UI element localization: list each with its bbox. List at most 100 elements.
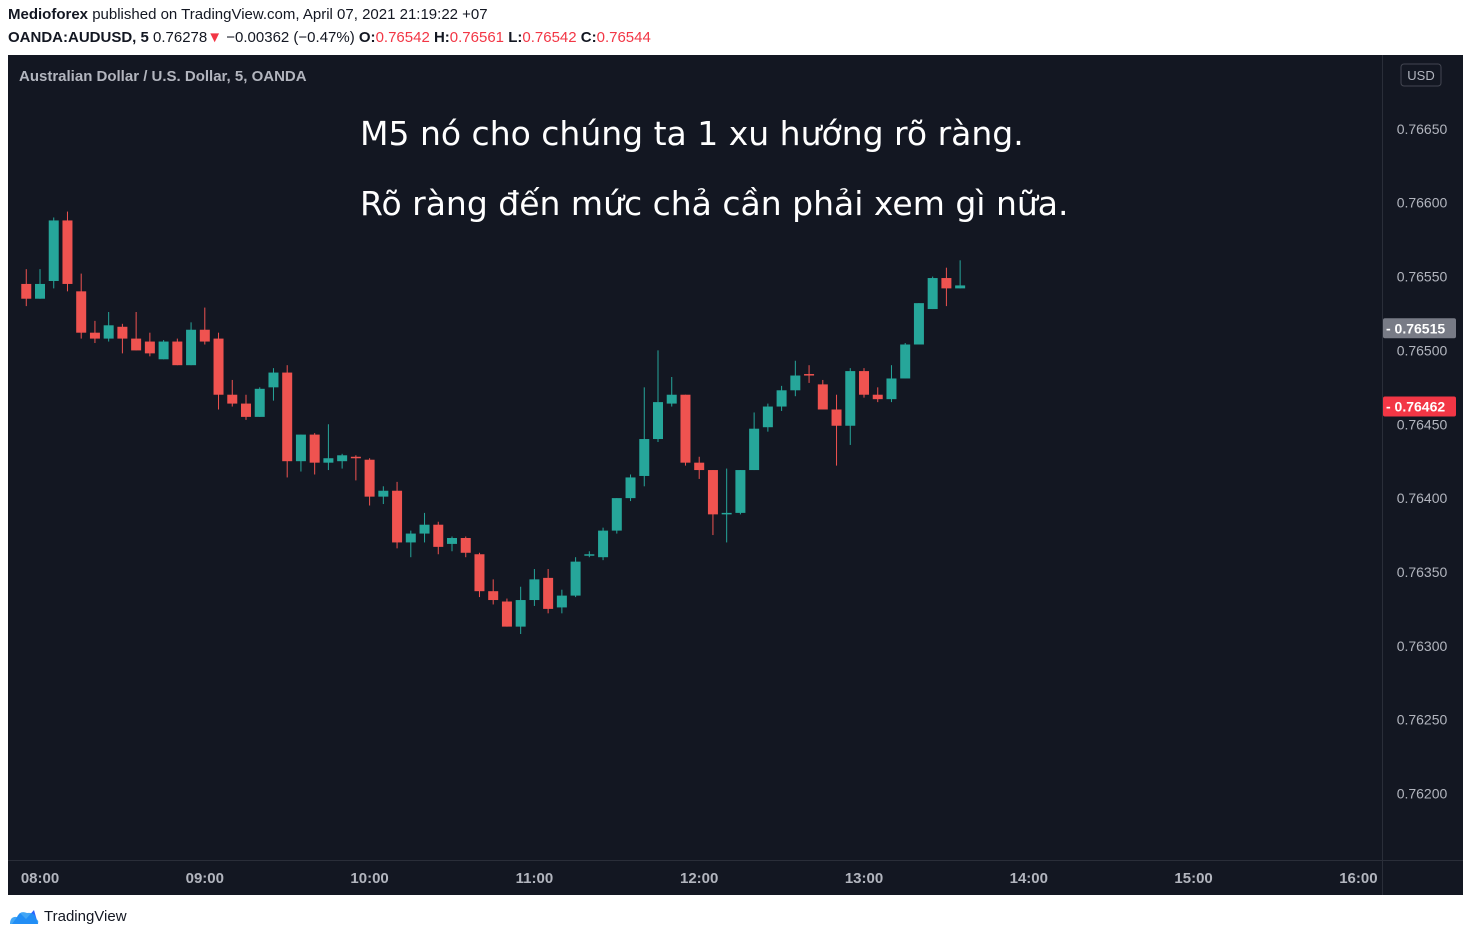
symbol-name: OANDA:AUDUSD, 5 — [8, 29, 149, 46]
candle-body — [76, 291, 87, 333]
candle-body — [776, 390, 787, 407]
y-tick-label: 0.76200 — [1397, 786, 1448, 802]
price-label-box — [1383, 396, 1456, 417]
candle-body — [378, 490, 389, 497]
x-tick-label: 13:00 — [845, 870, 883, 887]
low-value: 0.76542 — [522, 29, 577, 46]
candle-body — [941, 278, 952, 289]
candle-body — [227, 394, 238, 404]
price-labels: - 0.76515 - 0.76462 — [1383, 318, 1456, 417]
candle — [845, 368, 856, 445]
candle — [694, 456, 705, 479]
candle-body — [639, 439, 650, 476]
tradingview-cloud-icon — [10, 910, 39, 924]
candle-body — [762, 406, 773, 428]
candle — [254, 387, 265, 417]
candle — [21, 269, 32, 307]
currency-badge[interactable] — [1400, 63, 1442, 87]
candle-body — [350, 456, 361, 459]
currency-label: USD — [1407, 68, 1434, 83]
candle — [859, 368, 869, 398]
candle — [501, 598, 512, 627]
author-name[interactable]: Medioforex — [8, 6, 89, 23]
candle-body — [598, 530, 609, 558]
candle-body — [817, 384, 828, 410]
candle — [474, 552, 485, 598]
candle-body — [199, 329, 210, 342]
candle — [350, 455, 361, 481]
candle-body — [268, 372, 279, 388]
y-tick-label: 0.76300 — [1397, 638, 1448, 654]
y-tick-label: 0.76350 — [1397, 564, 1448, 580]
x-tick-label: 10:00 — [350, 870, 388, 887]
candle — [282, 365, 293, 478]
candle — [405, 530, 416, 558]
candle-body — [872, 394, 883, 400]
candle-body — [241, 403, 251, 417]
candle — [364, 458, 375, 506]
candle-body — [501, 601, 512, 627]
price-label-box — [1383, 318, 1456, 339]
chart-title: Australian Dollar / U.S. Dollar, 5, OAND… — [19, 68, 307, 85]
candle — [611, 498, 622, 534]
x-tick-label: 09:00 — [186, 870, 224, 887]
x-tick-label: 16:00 — [1339, 870, 1377, 887]
x-tick-label: 08:00 — [21, 870, 59, 887]
candle-body — [89, 332, 100, 339]
candle — [666, 377, 677, 407]
publish-info: Medioforex published on TradingView.com,… — [8, 6, 488, 23]
candle-body — [447, 538, 457, 544]
candle-body — [117, 326, 128, 339]
candle — [653, 350, 663, 442]
candlestick-chart[interactable]: Australian Dollar / U.S. Dollar, 5, OAND… — [8, 55, 1463, 895]
close-value: 0.76544 — [596, 29, 651, 46]
candle-body — [254, 388, 265, 417]
candle-body — [131, 338, 142, 351]
candle — [76, 273, 87, 339]
candle — [89, 320, 100, 344]
candle — [48, 217, 59, 289]
candle-body — [804, 374, 815, 376]
candle-body — [144, 341, 155, 354]
candle — [941, 267, 952, 307]
candle-body — [556, 595, 567, 608]
y-tick-label: 0.76250 — [1397, 712, 1448, 728]
candle — [241, 394, 251, 420]
candle-body — [103, 325, 114, 339]
time-axis: 08:00 09:00 10:00 11:00 12:00 13:00 14:00 15:00… — [21, 870, 1378, 887]
candle — [543, 569, 554, 614]
candle — [460, 536, 471, 558]
x-tick-label: 12:00 — [680, 870, 718, 887]
footer-brand[interactable]: TradingView — [8, 906, 127, 926]
y-tick-label: 0.76600 — [1397, 195, 1448, 211]
candle — [529, 569, 540, 606]
candle-body — [282, 372, 293, 462]
candle-body — [611, 498, 622, 531]
candle — [584, 551, 595, 558]
candle — [268, 368, 279, 401]
open-label: O: — [358, 29, 376, 46]
candle — [447, 536, 457, 552]
down-arrow-icon: ▼ — [207, 29, 223, 46]
candle-body — [913, 303, 924, 345]
candle — [831, 394, 842, 466]
chart-panel[interactable]: Australian Dollar / U.S. Dollar, 5, OAND… — [8, 55, 1463, 895]
candle-body — [845, 371, 856, 426]
symbol-info: OANDA:AUDUSD, 5 0.76278▼ −0.00362 (−0.47… — [8, 29, 651, 46]
candle — [749, 412, 760, 471]
candle-body — [364, 459, 375, 497]
candle-body — [570, 561, 581, 596]
publish-text: published on TradingView.com, April 07, … — [92, 6, 488, 23]
candle — [625, 474, 636, 502]
candle — [199, 307, 210, 345]
candle — [337, 453, 348, 469]
candle-body — [831, 409, 842, 426]
y-tick-label: 0.76450 — [1397, 416, 1448, 432]
candle-body — [859, 371, 869, 395]
candle — [927, 276, 938, 310]
candle — [790, 360, 801, 397]
high-label: H: — [433, 29, 450, 46]
y-tick-label: 0.76650 — [1397, 121, 1448, 137]
candle-body — [584, 554, 595, 556]
candle — [707, 470, 718, 536]
